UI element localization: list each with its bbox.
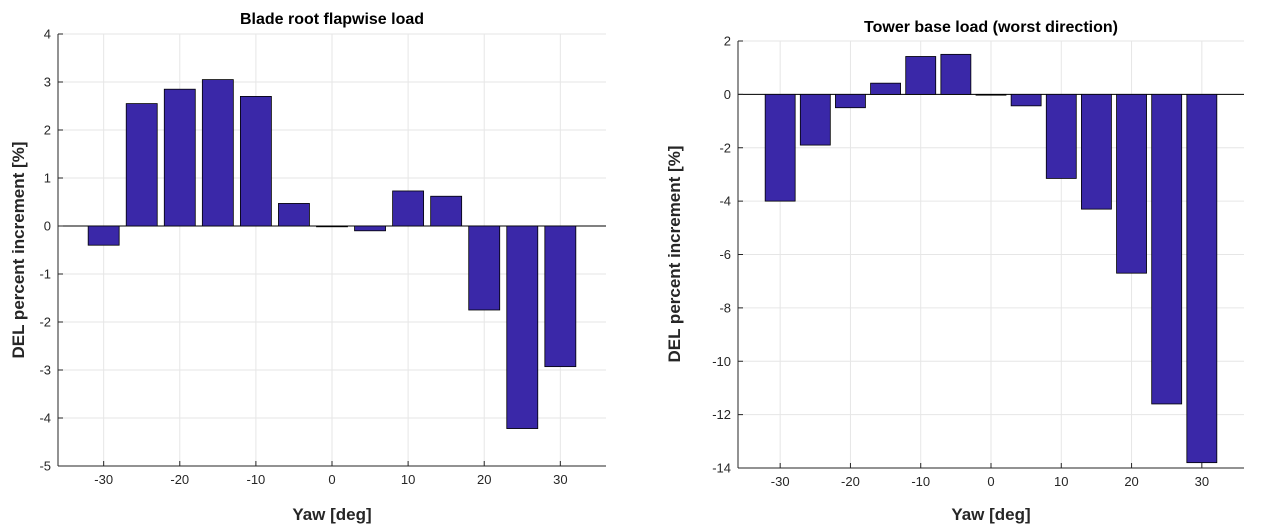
x-tick-label: -30 [94, 472, 113, 487]
y-tick-label: 4 [44, 27, 51, 42]
y-tick-label: -8 [719, 300, 731, 315]
chart-title: Tower base load (worst direction) [864, 19, 1118, 36]
y-tick-label: -2 [39, 315, 51, 330]
x-tick-label: 0 [328, 472, 335, 487]
x-tick-label: -10 [911, 474, 930, 489]
x-axis-label: Yaw [deg] [951, 505, 1030, 524]
y-tick-label: -2 [719, 140, 731, 155]
bar [201, 79, 234, 227]
x-tick-label: 20 [1124, 474, 1138, 489]
y-tick-label: 2 [44, 123, 51, 138]
y-tick-label: -4 [39, 411, 51, 426]
y-tick-label: -10 [712, 354, 731, 369]
y-tick-label: 0 [724, 87, 731, 102]
x-tick-label: 30 [1195, 474, 1209, 489]
bar [905, 56, 937, 95]
y-tick-label: 1 [44, 171, 51, 186]
y-tick-label: 2 [724, 34, 731, 49]
bar [468, 225, 501, 311]
bar [1081, 93, 1112, 210]
x-tick-label: 30 [553, 472, 567, 487]
chart-title: Blade root flapwise load [240, 11, 424, 28]
bar [87, 225, 120, 246]
bar [1116, 93, 1147, 274]
bar [430, 195, 463, 227]
x-tick-label: -20 [841, 474, 860, 489]
x-tick-label: -30 [771, 474, 790, 489]
bar [354, 225, 386, 232]
x-tick-label: 0 [987, 474, 994, 489]
y-axis-label: DEL percent increment [%] [9, 142, 28, 359]
y-tick-label: -6 [719, 247, 731, 262]
bar [799, 93, 831, 146]
y-tick-label: -4 [719, 194, 731, 209]
y-tick-label: -14 [712, 461, 731, 476]
bar [975, 93, 1007, 96]
bar [278, 203, 310, 227]
bar [1045, 93, 1077, 179]
bar [940, 53, 972, 95]
bar [544, 225, 577, 368]
bar [506, 225, 539, 429]
bar [835, 93, 866, 109]
x-tick-label: 20 [477, 472, 491, 487]
bar [392, 190, 425, 227]
bar [239, 96, 272, 227]
bar [125, 103, 158, 227]
y-tick-label: 0 [44, 219, 51, 234]
x-tick-label: 10 [401, 472, 415, 487]
y-tick-label: -5 [39, 459, 51, 474]
bar [870, 82, 901, 95]
bar [1186, 93, 1218, 464]
x-tick-label: -10 [246, 472, 265, 487]
x-tick-label: -20 [170, 472, 189, 487]
bar [764, 93, 796, 202]
y-tick-label: -3 [39, 363, 51, 378]
x-axis-label: Yaw [deg] [292, 505, 371, 524]
y-tick-label: -1 [39, 267, 51, 282]
bar [316, 225, 348, 228]
bar [1010, 93, 1042, 107]
y-tick-label: -12 [712, 407, 731, 422]
x-tick-label: 10 [1054, 474, 1068, 489]
y-axis-label: DEL percent increment [%] [665, 146, 684, 363]
bar [1151, 93, 1183, 405]
y-tick-label: 3 [44, 75, 51, 90]
bar [163, 88, 196, 227]
